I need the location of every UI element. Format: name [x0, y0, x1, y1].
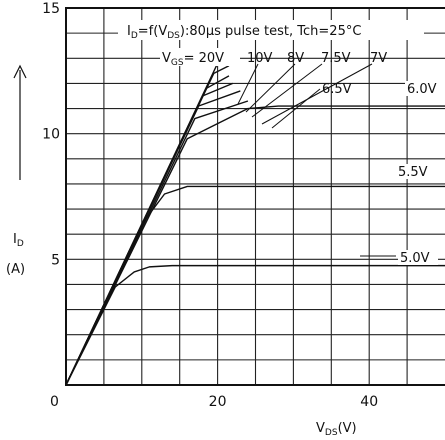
curve-label-10v: 10V [247, 51, 273, 66]
axes [65, 7, 445, 386]
y-axis-title: ID (A) [6, 64, 27, 277]
y-tick-label: 5 [51, 252, 60, 268]
curve-label-5-0v: 5.0V [400, 251, 430, 266]
curve-vgs-7v [65, 90, 241, 386]
curve-label-8v: 8V [287, 51, 304, 66]
curve-label-background [405, 81, 445, 96]
curve-label-leader [261, 63, 373, 125]
curve-label-7-5v: 7.5V [321, 51, 351, 66]
vgs-label-background [160, 48, 240, 66]
x-tick-label: 40 [360, 394, 378, 410]
curve-label-leader [251, 63, 323, 118]
y-axis-arrow-head [13, 64, 27, 79]
condition-annotation: ID=f(VDS):80µs pulse test, Tch=25°C VGS=… [118, 20, 424, 68]
vgs-prefix-label: VGS= 20V [162, 51, 224, 68]
curve-vgs-6-0v [65, 105, 445, 386]
curve-label-leader [237, 63, 259, 105]
curves [65, 62, 445, 386]
annotation-background [118, 20, 424, 40]
curve-label-6-5v: 6.5V [322, 82, 352, 97]
y-tick-label: 15 [42, 1, 60, 17]
curve-vgs-5-0v [65, 264, 445, 386]
condition-text: ID=f(VDS):80µs pulse test, Tch=25°C [127, 24, 361, 41]
curve-label-leader [271, 88, 321, 129]
x-tick-label: 0 [50, 394, 59, 410]
y-axis-label-main: ID [13, 232, 24, 249]
curve-label-6-0v: 6.0V [407, 82, 437, 97]
axis-frame [65, 7, 445, 386]
curve-vgs-6-5v [65, 100, 249, 386]
curve-label-7v: 7V [370, 51, 387, 66]
tick-labels: 0 20 40 5 10 15 [42, 1, 378, 410]
curve-labels: 10V 8V 7.5V 7V 6.5V 6.0V 5.5V 5.0V [237, 51, 445, 266]
y-axis-unit: (A) [6, 262, 25, 277]
curve-vgs-8v [65, 75, 230, 386]
curve-label-background [396, 164, 436, 179]
y-tick-label: 10 [42, 127, 60, 143]
x-tick-label: 20 [209, 394, 227, 410]
curve-label-background [398, 250, 438, 265]
curve-label-leader [245, 63, 296, 113]
curve-vgs-5-5v [65, 185, 445, 386]
x-axis-title: VDS(V) [316, 421, 357, 438]
curve-label-5-5v: 5.5V [398, 165, 428, 180]
